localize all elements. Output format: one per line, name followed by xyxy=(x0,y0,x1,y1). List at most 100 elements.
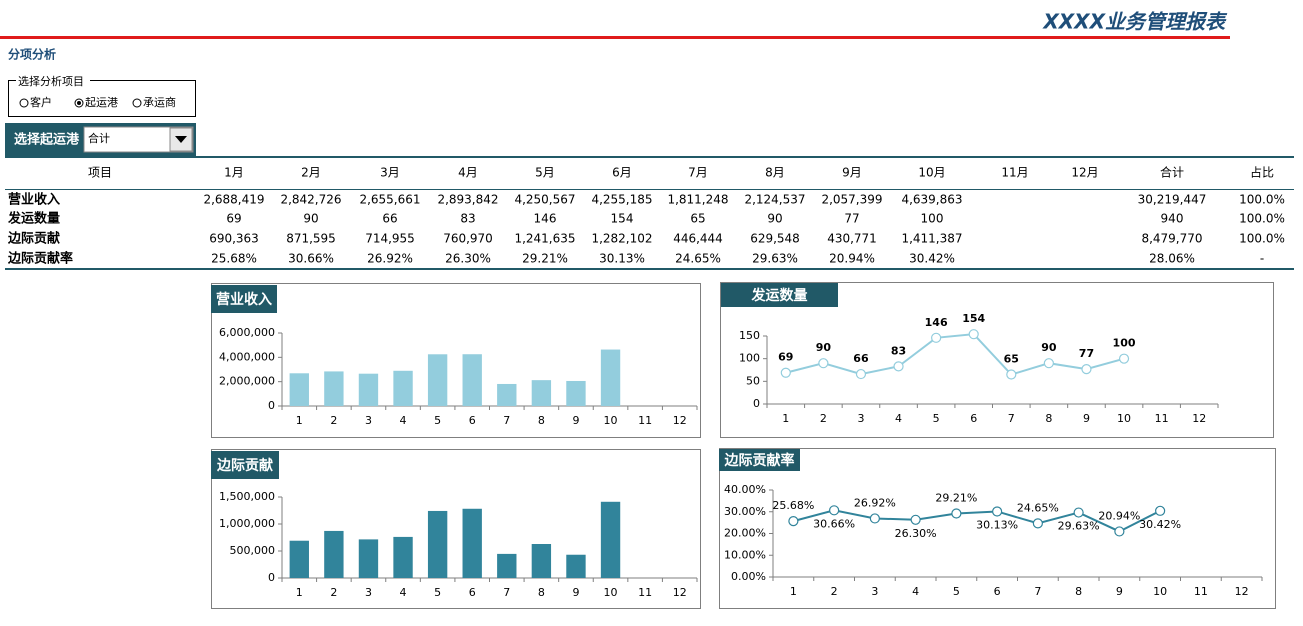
table-cell: 1,411,387 xyxy=(901,232,962,246)
point xyxy=(910,514,921,525)
data-label: 20.94% xyxy=(1098,509,1140,522)
table-header-rule xyxy=(5,189,1294,190)
chart-title-tab xyxy=(211,285,277,313)
point xyxy=(1118,353,1130,364)
x-tick-label: 6 xyxy=(994,585,1001,598)
table-cell: 2,688,419 xyxy=(203,193,264,207)
data-label: 83 xyxy=(891,344,906,357)
table-cell: 2,842,726 xyxy=(280,193,341,207)
point xyxy=(1043,358,1054,369)
table-cell: 83 xyxy=(460,212,475,226)
filter-value: 合计 xyxy=(88,131,110,145)
x-tick-label: 8 xyxy=(1075,585,1082,598)
data-label: 29.63% xyxy=(1058,520,1100,533)
table-top-rule xyxy=(5,156,1294,158)
table-cell: 90 xyxy=(767,212,782,226)
x-tick-label: 11 xyxy=(1194,585,1208,598)
x-tick-label: 3 xyxy=(365,414,372,427)
y-tick-label: 150 xyxy=(739,329,760,342)
x-tick-label: 1 xyxy=(296,586,303,599)
x-tick-label: 9 xyxy=(572,586,579,599)
line xyxy=(785,333,1125,376)
bar xyxy=(531,544,552,578)
table-cell: 20.94% xyxy=(829,252,875,266)
bar xyxy=(497,553,517,578)
radio-button[interactable] xyxy=(132,98,142,108)
table-cell: 629,548 xyxy=(750,232,800,246)
table-cell: 1,241,635 xyxy=(514,232,575,246)
chart-title-tab xyxy=(211,451,279,479)
table-cell: 30,219,447 xyxy=(1138,193,1207,207)
bar xyxy=(393,370,413,406)
data-label: 29.21% xyxy=(935,491,977,504)
table-bottom-rule xyxy=(5,268,1294,270)
x-tick-label: 7 xyxy=(1008,412,1015,425)
table-cell: 100.0% xyxy=(1239,212,1285,226)
table-cell: 1,282,102 xyxy=(591,232,652,246)
bar xyxy=(600,349,621,406)
y-tick-label: 1,000,000 xyxy=(219,517,275,530)
x-tick-label: 12 xyxy=(1192,412,1206,425)
table-cell: 90 xyxy=(303,212,318,226)
bar xyxy=(289,540,309,578)
section-title: 分项分析 xyxy=(8,47,56,62)
x-tick-label: 8 xyxy=(538,586,545,599)
y-tick-label: 0 xyxy=(268,571,275,584)
filter-label: 选择起运港 xyxy=(14,132,80,148)
data-label: 146 xyxy=(925,316,948,329)
chart-frame xyxy=(719,448,1276,609)
point xyxy=(869,513,880,524)
column-header: 5月 xyxy=(535,166,555,180)
point xyxy=(1032,518,1043,529)
x-tick-label: 9 xyxy=(1083,412,1090,425)
point xyxy=(951,508,962,519)
data-label: 77 xyxy=(1079,347,1094,360)
bar xyxy=(462,508,482,578)
table-cell: 28.06% xyxy=(1149,252,1195,266)
column-header: 6月 xyxy=(612,166,632,180)
table-cell: 690,363 xyxy=(209,232,259,246)
radio-label: 承运商 xyxy=(143,95,176,109)
table-cell: 940 xyxy=(1161,212,1184,226)
table-cell: 26.92% xyxy=(367,252,413,266)
point xyxy=(968,329,979,340)
column-header: 4月 xyxy=(458,166,478,180)
radio-button[interactable] xyxy=(19,98,29,108)
y-tick-label: 20.00% xyxy=(724,527,766,540)
x-tick-label: 11 xyxy=(638,586,652,599)
table-cell: 30.42% xyxy=(909,252,955,266)
table-cell: 100 xyxy=(921,212,944,226)
chart-title: 边际贡献率 xyxy=(724,452,795,469)
table-cell: 66 xyxy=(382,212,397,226)
x-tick-label: 4 xyxy=(400,414,407,427)
x-tick-label: 7 xyxy=(1034,585,1041,598)
table-cell: 430,771 xyxy=(827,232,877,246)
option-group-legend: 选择分析项目 xyxy=(18,74,84,88)
x-tick-label: 11 xyxy=(638,414,652,427)
x-tick-label: 6 xyxy=(469,414,476,427)
x-tick-label: 10 xyxy=(1117,412,1131,425)
chart-title-tab xyxy=(719,449,800,471)
x-tick-label: 1 xyxy=(790,585,797,598)
y-tick-label: 1,500,000 xyxy=(219,490,275,503)
x-tick-label: 2 xyxy=(330,586,337,599)
line xyxy=(793,509,1161,533)
data-label: 25.68% xyxy=(772,499,814,512)
data-label: 26.30% xyxy=(895,527,937,540)
table-cell: 29.63% xyxy=(752,252,798,266)
table-cell: 1,811,248 xyxy=(667,193,728,207)
column-header: 11月 xyxy=(1001,166,1028,180)
column-header: 10月 xyxy=(918,166,945,180)
legend-bg xyxy=(16,76,90,86)
column-header: 2月 xyxy=(301,166,321,180)
table-cell: 2,893,842 xyxy=(437,193,498,207)
title-rule xyxy=(0,36,1230,39)
data-label: 66 xyxy=(853,352,869,365)
y-tick-label: 30.00% xyxy=(724,505,766,518)
data-label: 154 xyxy=(962,312,985,325)
point xyxy=(1155,505,1166,516)
bar xyxy=(324,371,344,406)
y-tick-label: 500,000 xyxy=(230,544,276,557)
bar xyxy=(289,373,309,406)
